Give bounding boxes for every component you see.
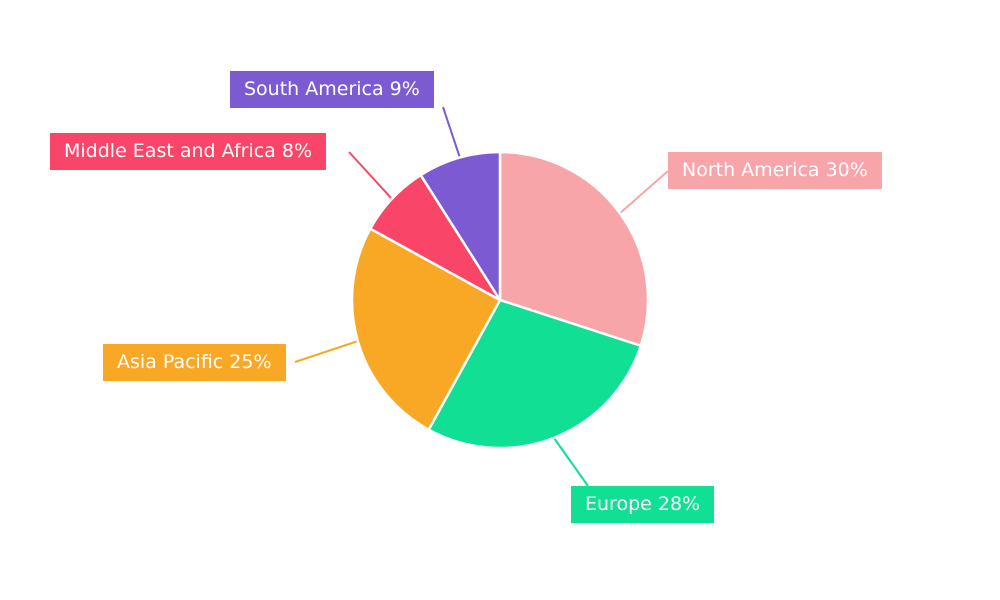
callout-europe: Europe 28%: [571, 486, 715, 523]
pie-slice-south-america[interactable]: [419, 150, 502, 302]
leader-line-asia-pacific: [294, 340, 359, 363]
pie-slice-europe[interactable]: [427, 298, 643, 450]
callout-north-america: North America 30%: [668, 152, 882, 189]
pie-slice-asia-pacific[interactable]: [350, 227, 502, 431]
callout-middle-east-and-africa: Middle East and Africa 8%: [50, 133, 326, 170]
leader-line-middle-east-and-africa: [348, 151, 393, 200]
pie-slices-group: [350, 150, 650, 450]
leader-line-south-america: [442, 106, 461, 159]
leader-lines-group: [294, 106, 669, 487]
callout-asia-pacific: Asia Pacific 25%: [103, 344, 286, 381]
pie-slice-north-america[interactable]: [498, 150, 650, 347]
leader-line-north-america: [618, 170, 669, 215]
callout-south-america: South America 9%: [230, 71, 434, 108]
leader-line-europe: [553, 437, 589, 487]
